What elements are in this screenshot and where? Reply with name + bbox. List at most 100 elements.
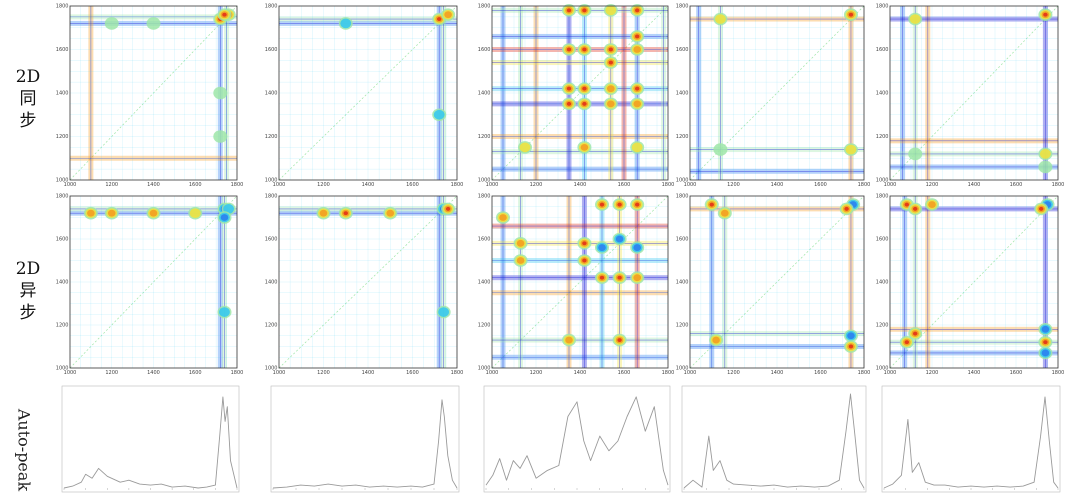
sync-3-peak-ring: [582, 8, 587, 13]
sync-3-peak: [630, 97, 645, 111]
async-2-peak: [338, 206, 353, 220]
sync-2-xtick: 1600: [406, 182, 419, 188]
sync-4-plot: 1000 1200 1400 1600 1800 1000 1200 1400 1600 1800: [676, 4, 871, 189]
auto-4-series-line: [683, 393, 865, 489]
row-label-async-line3: 步: [19, 303, 37, 323]
async-3-plot: 1000 1200 1400 1600 1800 1000 1200 1400 1600 1800: [478, 194, 675, 377]
async-3-ytick: 1800: [478, 194, 491, 200]
async-4-peak: [717, 206, 732, 220]
sync-4-peak: [843, 143, 858, 156]
async-2-peak-ring: [438, 307, 450, 317]
sync-3-peak-ring: [566, 8, 572, 13]
async-4-peak-ring: [721, 209, 729, 217]
async-5-xtick: 1800: [1052, 370, 1065, 376]
auto-4-plot: [681, 385, 867, 493]
async-1-peak-ring: [149, 209, 158, 217]
sync-3-ytick: 1200: [478, 134, 491, 140]
async-5-ytick: 1800: [876, 194, 889, 200]
sync-4-xtick: 1400: [771, 182, 784, 188]
async-3-ytick: 1400: [478, 280, 491, 286]
sync-3-peak-ring: [635, 34, 640, 39]
sync-3-peak: [562, 82, 576, 95]
sync-5-xtick: 1200: [926, 182, 939, 188]
sync-4-peak-ring: [845, 144, 857, 155]
async-3-ytick: 1000: [478, 366, 491, 372]
auto-5-series-line: [883, 396, 1059, 489]
sync-3-peak: [603, 43, 618, 56]
auto-2-plot: [270, 385, 460, 493]
sync-2-plot: 1000 1200 1400 1600 1800 1000 1200 1400 1600 1800: [265, 4, 464, 189]
async-4-xtick: 1600: [814, 370, 827, 376]
sync-3-peak: [630, 82, 645, 95]
async-3-xtick: 1400: [574, 370, 587, 376]
async-2-peak-ring: [386, 209, 395, 217]
sync-3-peak-ring: [631, 142, 643, 153]
async-1-peak-ring: [223, 204, 235, 214]
async-1-ytick: 1200: [56, 323, 69, 329]
async-3-peak-ring: [635, 202, 640, 207]
async-1-xtick: 1000: [64, 370, 77, 376]
async-3-peak: [595, 271, 609, 284]
async-3-peak-ring: [599, 202, 605, 207]
sync-3-peak-ring: [635, 8, 640, 13]
async-4-peak: [709, 333, 724, 347]
sync-2-ytick: 1400: [265, 91, 278, 97]
sync-1-ytick: 1400: [56, 91, 69, 97]
async-3-peak: [496, 211, 510, 224]
sync-5-ytick: 1000: [876, 178, 889, 184]
async-4-peak: [839, 202, 854, 216]
async-5-peak-ring: [904, 202, 909, 207]
sync-5-ytick: 1200: [876, 134, 889, 140]
sync-3-peak-ring: [566, 86, 572, 91]
async-4-ytick: 1200: [676, 323, 689, 329]
sync-5-xtick: 1600: [1010, 182, 1023, 188]
sync-3-xtick: 1400: [574, 182, 587, 188]
async-3-peak: [612, 271, 627, 284]
sync-1-ytick: 1200: [56, 134, 69, 140]
sync-3-peak: [603, 97, 618, 111]
sync-4-ytick: 1000: [676, 178, 689, 184]
sync-5-peak-ring: [908, 147, 923, 161]
sync-1-peak: [213, 130, 228, 143]
async-4-ytick: 1600: [676, 237, 689, 243]
auto-1-frame: [61, 385, 240, 493]
async-1-peak: [146, 206, 161, 220]
async-3-peak: [595, 198, 609, 211]
async-5-peak: [908, 202, 923, 216]
sync-2-peak: [338, 17, 353, 30]
sync-3-peak-ring: [608, 47, 613, 52]
async-5-peak-ring: [913, 206, 918, 211]
async-1-peak: [188, 206, 203, 220]
sync-1-xtick: 1200: [105, 182, 118, 188]
async-2-ytick: 1400: [265, 280, 278, 286]
async-4-xtick: 1000: [684, 370, 697, 376]
auto-5-frame: [881, 385, 1061, 493]
async-3-peak-ring: [565, 336, 573, 344]
async-3-ytick: 1600: [478, 237, 491, 243]
async-5-peak-ring: [1043, 340, 1048, 345]
sync-3-peak: [562, 97, 576, 111]
sync-5-peak-ring: [1038, 160, 1053, 174]
async-1-ytick: 1800: [56, 194, 69, 200]
async-3-peak: [513, 237, 528, 250]
async-3-peak-ring: [499, 214, 507, 221]
sync-3-peak-ring: [607, 100, 615, 108]
sync-3-ytick: 1600: [478, 47, 491, 53]
async-4-peak-ring: [848, 344, 854, 349]
sync-4-peak: [713, 12, 728, 26]
async-5-frame: [889, 195, 1059, 369]
async-5-peak: [1034, 202, 1049, 216]
sync-3-peak-ring: [582, 47, 587, 52]
sync-3-peak: [562, 4, 576, 17]
row-label-async-line1: 2D: [15, 259, 41, 279]
row-label-async-line2: 异: [19, 281, 37, 301]
async-5-peak-ring: [1041, 325, 1050, 333]
async-2-peak-ring: [343, 211, 348, 216]
sync-3-peak-ring: [580, 143, 589, 151]
sync-3-peak: [630, 30, 645, 43]
sync-3-peak-ring: [566, 47, 572, 52]
auto-3-series-line: [485, 396, 669, 486]
sync-2-xtick: 1800: [451, 182, 464, 188]
row-label-sync-line2: 同: [19, 89, 37, 109]
async-3-peak-ring: [633, 244, 641, 252]
